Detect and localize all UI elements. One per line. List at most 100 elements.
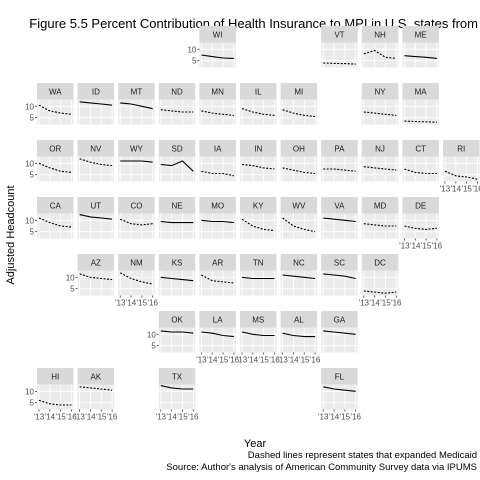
x-tick-label: '13 [237, 356, 248, 365]
facet-strip-label: ID [92, 88, 100, 97]
facet-strip-label: FL [335, 373, 345, 382]
facet-plot-area [37, 214, 74, 239]
facet-plot-area [402, 214, 439, 239]
x-tick-label: '13 [196, 356, 207, 365]
facet-plot-area [281, 214, 318, 239]
facet-strip-label: MN [211, 88, 224, 97]
y-tick-label: 5 [30, 399, 35, 408]
facet-wv: WV [281, 197, 318, 239]
facet-strip-label: TN [253, 259, 264, 268]
facet-pa: PA [321, 140, 358, 182]
facet-strip-label: VT [334, 31, 344, 40]
facet-strip-label: DE [415, 202, 426, 211]
facet-mn: MN [199, 83, 236, 125]
facet-de: DE '13'14'15'16 [399, 197, 442, 251]
x-tick-label: '14 [248, 356, 259, 365]
x-tick-label: '14 [288, 356, 299, 365]
facet-plot-area [199, 328, 236, 353]
facet-sc: SC [321, 254, 358, 296]
facet-strip-label: UT [91, 202, 102, 211]
x-tick-label: '15 [218, 356, 229, 365]
facet-mo: MO [199, 197, 236, 239]
y-tick-label: 5 [70, 285, 75, 294]
y-tick-label: 10 [25, 216, 34, 225]
facet-strip-label: RI [457, 145, 465, 154]
x-tick-label: '13 [156, 413, 167, 422]
y-tick-label: 10 [187, 45, 196, 54]
facet-ks: KS [159, 254, 196, 296]
facet-tx: TX '13'14'15'16 [156, 368, 199, 422]
x-tick-label: '15 [421, 242, 432, 251]
facet-strip-label: CO [130, 202, 142, 211]
facet-strip-label: IN [254, 145, 262, 154]
x-tick-label: '15 [137, 299, 148, 308]
x-tick-label: '16 [391, 299, 402, 308]
facet-plot-area [118, 157, 155, 182]
facet-ar: AR [199, 254, 236, 296]
facet-hi: HI 10 5 '13'14'15'16 [25, 368, 77, 422]
facet-strip-label: LA [213, 316, 223, 325]
y-tick-label: 5 [30, 228, 35, 237]
x-tick-label: '15 [461, 185, 472, 194]
facet-strip-label: MT [131, 88, 143, 97]
facet-strip-label: ME [415, 31, 427, 40]
facet-dc: DC'13'14'15'16 [359, 254, 402, 308]
facet-strip-label: WY [130, 145, 144, 154]
facet-strip-label: NE [171, 202, 182, 211]
x-tick-label: '13 [74, 413, 85, 422]
x-tick-label: '13 [115, 299, 126, 308]
facet-plot-area [443, 157, 480, 182]
facet-strip-label: NC [293, 259, 305, 268]
caption-source: Source: Author's analysis of American Co… [166, 462, 477, 473]
facet-strip-label: CA [50, 202, 62, 211]
facet-oh: OH [281, 140, 318, 182]
facet-sd: SD [159, 140, 196, 182]
facet-plot-area [240, 328, 277, 353]
x-tick-label: '13 [34, 413, 45, 422]
y-tick-label: 10 [25, 159, 34, 168]
facet-plot-area [321, 214, 358, 239]
facet-id: ID [78, 83, 115, 125]
facet-strip-label: KY [253, 202, 264, 211]
facet-plot-area [362, 100, 399, 125]
x-tick-label: '16 [432, 242, 443, 251]
facet-strip-label: SC [334, 259, 345, 268]
facet-plot-area [159, 214, 196, 239]
facet-strip-label: WI [213, 31, 223, 40]
facet-plot-area [402, 100, 439, 125]
facet-strip-label: NY [374, 88, 386, 97]
facet-strip-label: OH [293, 145, 305, 154]
facet-strip-label: DC [374, 259, 386, 268]
facet-strip-label: OR [49, 145, 61, 154]
y-tick-label: 5 [30, 171, 35, 180]
facet-ky: KY [240, 197, 277, 239]
x-tick-label: '16 [107, 413, 118, 422]
facet-va: VA [321, 197, 358, 239]
facet-strip-label: NH [374, 31, 386, 40]
x-tick-label: '15 [258, 356, 269, 365]
x-tick-label: '13 [277, 356, 288, 365]
facet-strip-label: IA [214, 145, 222, 154]
facet-tn: TN [240, 254, 277, 296]
facet-strip-label: OK [171, 316, 183, 325]
x-tick-label: '16 [472, 185, 480, 194]
facet-strip-label: AL [294, 316, 304, 325]
facet-az: AZ105 [66, 254, 114, 296]
x-tick-label: '15 [299, 356, 310, 365]
facet-strip-label: MS [252, 316, 264, 325]
facet-fl: FL '13'14'15'16 [318, 368, 361, 422]
x-tick-label: '13 [399, 242, 410, 251]
facet-plot-area [199, 271, 236, 296]
facet-strip-label: TX [172, 373, 183, 382]
facet-plot-area [402, 43, 439, 68]
x-tick-label: '13 [318, 413, 329, 422]
facet-plot-area [281, 271, 318, 296]
x-tick-label: '14 [85, 413, 96, 422]
facet-nc: NC [281, 254, 318, 296]
facet-plot-area [240, 214, 277, 239]
x-tick-label: '16 [310, 356, 321, 365]
facet-strip-label: VA [334, 202, 345, 211]
x-tick-label: '15 [55, 413, 66, 422]
facet-strip-label: WV [292, 202, 306, 211]
facet-strip-label: IL [255, 88, 262, 97]
